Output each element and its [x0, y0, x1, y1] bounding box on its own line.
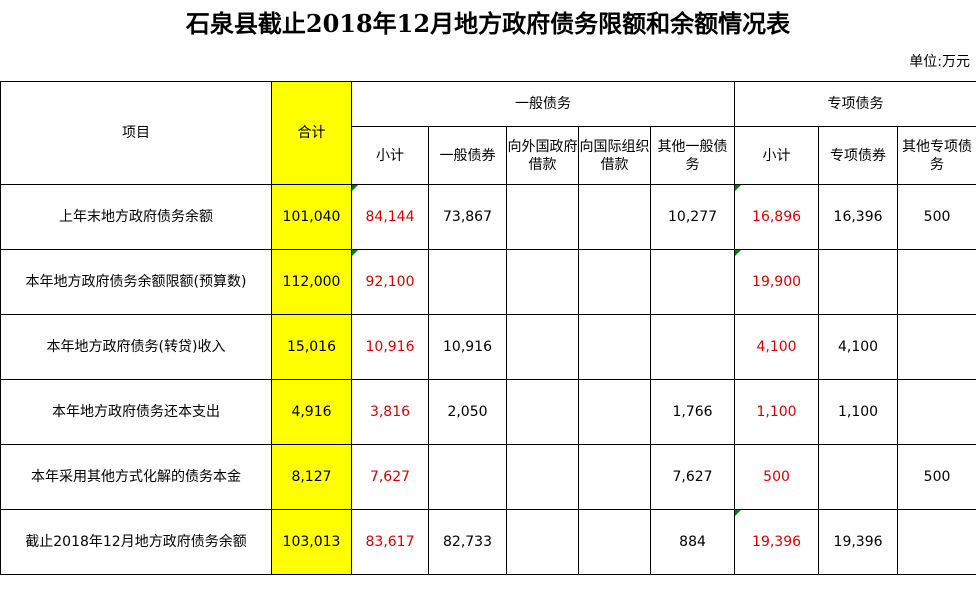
header-general-group: 一般债务 — [350, 81, 736, 127]
row-special-subtotal: 4,100 — [734, 314, 820, 380]
row-other-general — [649, 249, 736, 315]
row-other-general: 7,627 — [649, 444, 736, 510]
header-other-general: 其他一般债务 — [649, 126, 736, 185]
row-general-bond: 73,867 — [428, 184, 507, 250]
row-foreign-gov-loan — [506, 249, 579, 315]
row-other-special — [897, 314, 976, 380]
row-general-subtotal: 7,627 — [351, 444, 429, 510]
table-row: 截止2018年12月地方政府债务余额 103,013 83,617 82,733… — [0, 509, 976, 575]
row-special-bond: 19,396 — [818, 509, 899, 575]
row-item: 本年地方政府债务还本支出 — [0, 379, 272, 445]
row-other-general: 10,277 — [649, 184, 736, 250]
unit-label: 单位:万元 — [909, 54, 970, 70]
header-row-1: 项目 合计 一般债务 专项债务 — [0, 81, 976, 185]
table-row: 上年末地方政府债务余额 101,040 84,144 73,867 10,277… — [0, 184, 976, 250]
row-intl-org-loan — [578, 314, 651, 380]
row-special-bond — [818, 249, 899, 315]
row-special-bond: 1,100 — [818, 379, 899, 445]
row-total: 101,040 — [271, 184, 352, 250]
header-special-subtotal: 小计 — [734, 126, 820, 185]
row-total: 15,016 — [271, 314, 352, 380]
header-general-bond: 一般债券 — [428, 126, 507, 185]
row-intl-org-loan — [578, 444, 651, 510]
row-special-subtotal: 1,100 — [734, 379, 820, 445]
row-total: 103,013 — [271, 509, 352, 575]
row-general-subtotal: 83,617 — [351, 509, 429, 575]
header-general-subtotal: 小计 — [351, 126, 429, 185]
row-other-special — [897, 379, 976, 445]
row-item: 上年末地方政府债务余额 — [0, 184, 272, 250]
row-general-bond: 82,733 — [428, 509, 507, 575]
row-item: 本年地方政府债务余额限额(预算数) — [0, 249, 272, 315]
row-special-subtotal: 19,396 — [734, 509, 820, 575]
row-other-special — [897, 249, 976, 315]
table-row: 本年采用其他方式化解的债务本金 8,127 7,627 7,627 500 50… — [0, 444, 976, 510]
row-total: 8,127 — [271, 444, 352, 510]
row-general-subtotal: 84,144 — [351, 184, 429, 250]
header-intl-org-loan: 向国际组织借款 — [578, 126, 651, 185]
row-special-bond: 4,100 — [818, 314, 899, 380]
header-item: 项目 — [0, 81, 272, 185]
row-foreign-gov-loan — [506, 379, 579, 445]
row-general-bond — [428, 249, 507, 315]
row-other-general: 1,766 — [649, 379, 736, 445]
row-general-bond: 10,916 — [428, 314, 507, 380]
row-special-bond: 16,396 — [818, 184, 899, 250]
header-other-special: 其他专项债务 — [897, 126, 976, 185]
table-row: 本年地方政府债务还本支出 4,916 3,816 2,050 1,766 1,1… — [0, 379, 976, 445]
row-special-subtotal: 16,896 — [734, 184, 820, 250]
row-general-subtotal: 92,100 — [351, 249, 429, 315]
row-special-subtotal: 19,900 — [734, 249, 820, 315]
table-row: 本年地方政府债务(转贷)收入 15,016 10,916 10,916 4,10… — [0, 314, 976, 380]
row-foreign-gov-loan — [506, 314, 579, 380]
row-foreign-gov-loan — [506, 444, 579, 510]
row-intl-org-loan — [578, 249, 651, 315]
row-item: 本年采用其他方式化解的债务本金 — [0, 444, 272, 510]
row-item: 截止2018年12月地方政府债务余额 — [0, 509, 272, 575]
row-special-subtotal: 500 — [734, 444, 820, 510]
row-foreign-gov-loan — [506, 184, 579, 250]
row-other-special: 500 — [897, 444, 976, 510]
row-foreign-gov-loan — [506, 509, 579, 575]
row-other-special — [897, 509, 976, 575]
row-general-subtotal: 3,816 — [351, 379, 429, 445]
row-general-bond — [428, 444, 507, 510]
row-intl-org-loan — [578, 509, 651, 575]
row-general-subtotal: 10,916 — [351, 314, 429, 380]
row-total: 4,916 — [271, 379, 352, 445]
header-special-bond: 专项债券 — [818, 126, 899, 185]
row-other-general: 884 — [649, 509, 736, 575]
header-row-2: 小计 一般债券 向外国政府借款 向国际组织借款 其他一般债务 小计 专项债券 其… — [1, 126, 976, 185]
header-foreign-gov-loan: 向外国政府借款 — [506, 126, 579, 185]
row-intl-org-loan — [578, 184, 651, 250]
header-total: 合计 — [271, 81, 352, 185]
row-item: 本年地方政府债务(转贷)收入 — [0, 314, 272, 380]
row-other-general — [649, 314, 736, 380]
page-title: 石泉县截止2018年12月地方政府债务限额和余额情况表 — [185, 9, 791, 38]
row-total: 112,000 — [271, 249, 352, 315]
row-intl-org-loan — [578, 379, 651, 445]
debt-table: 项目 合计 一般债务 专项债务 小计 一般债券 向外国政府借款 向国际组织借款 … — [0, 81, 976, 575]
table-row: 本年地方政府债务余额限额(预算数) 112,000 92,100 19,900 — [0, 249, 976, 315]
row-other-special: 500 — [897, 184, 976, 250]
row-special-bond — [818, 444, 899, 510]
row-general-bond: 2,050 — [428, 379, 507, 445]
header-special-group: 专项债务 — [734, 81, 976, 127]
